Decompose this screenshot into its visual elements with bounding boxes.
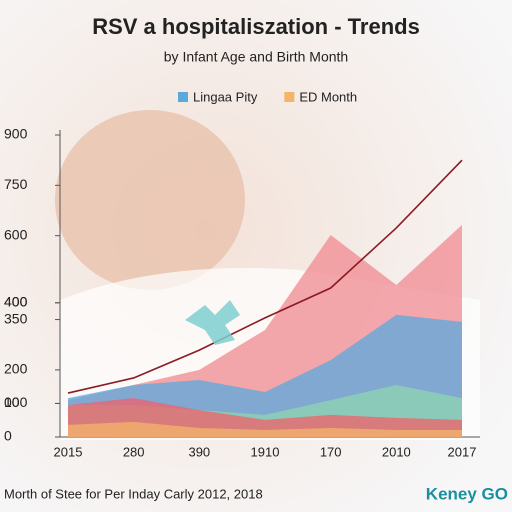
brand: Keney GO	[426, 484, 508, 503]
y-tick-label: 0	[4, 428, 12, 444]
x-tick-label: 2010	[382, 444, 411, 459]
legend-label: ED Month	[299, 89, 357, 104]
x-tick-label: 170	[320, 444, 342, 459]
x-tick-label: 2015	[54, 444, 83, 459]
x-tick-label: 390	[188, 444, 210, 459]
chart-title: RSV a hospitaliszation - Trends	[92, 14, 420, 39]
x-tick-label: 2017	[448, 444, 477, 459]
y-tick-label: 400	[4, 293, 28, 309]
baby-head	[55, 110, 245, 290]
y-tick-label: 200	[4, 361, 28, 377]
y-tick-label: 100	[4, 394, 28, 410]
legend-label: Lingaa Pity	[193, 89, 258, 104]
line	[67, 159, 463, 394]
chart-subtitle: by Infant Age and Birth Month	[164, 49, 348, 65]
x-tick-label: 280	[123, 444, 145, 459]
y-tick-label: 750	[4, 176, 28, 192]
bandage-icon	[185, 300, 240, 345]
x-tick-label: 1910	[251, 444, 280, 459]
y-tick-label: 00	[4, 394, 20, 410]
footer: Morth of Stee for Per Inday Carly 2012, …	[4, 486, 263, 501]
area	[68, 421, 462, 437]
legend-swatch	[284, 92, 295, 102]
y-tick-label: 350	[4, 310, 28, 326]
legend-swatch	[178, 92, 188, 102]
y-tick-label: 600	[4, 226, 28, 242]
y-tick-label: 900	[4, 126, 28, 142]
y-tick-label: 400	[4, 293, 28, 309]
